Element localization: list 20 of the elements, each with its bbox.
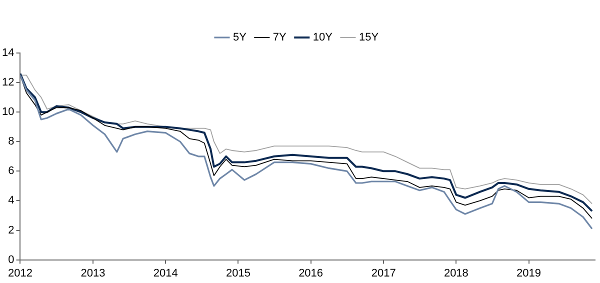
y-tick-label: 10: [2, 106, 14, 118]
y-tick-label: 8: [8, 136, 14, 148]
x-tick-label: 2018: [444, 267, 468, 280]
x-tick-label: 2012: [8, 267, 32, 280]
x-tick-label: 2019: [516, 267, 542, 280]
y-tick-label: 2: [8, 224, 14, 236]
y-tick-label: 6: [8, 165, 14, 178]
legend-label: 15Y: [358, 32, 380, 44]
x-tick-label: 2013: [80, 267, 106, 280]
legend-label: 7Y: [272, 32, 288, 44]
x-tick-label: 2016: [298, 267, 324, 280]
y-tick-label: 14: [2, 47, 14, 60]
legend-label: 10Y: [312, 32, 334, 44]
y-tick-label: 4: [8, 194, 14, 207]
x-tick-label: 2014: [153, 267, 178, 280]
y-tick-label: 12: [2, 76, 14, 89]
legend-label: 5Y: [232, 32, 248, 44]
x-tick-label: 2017: [371, 267, 396, 280]
x-tick-label: 2015: [226, 267, 250, 280]
y-tick-label: 0: [8, 254, 14, 266]
